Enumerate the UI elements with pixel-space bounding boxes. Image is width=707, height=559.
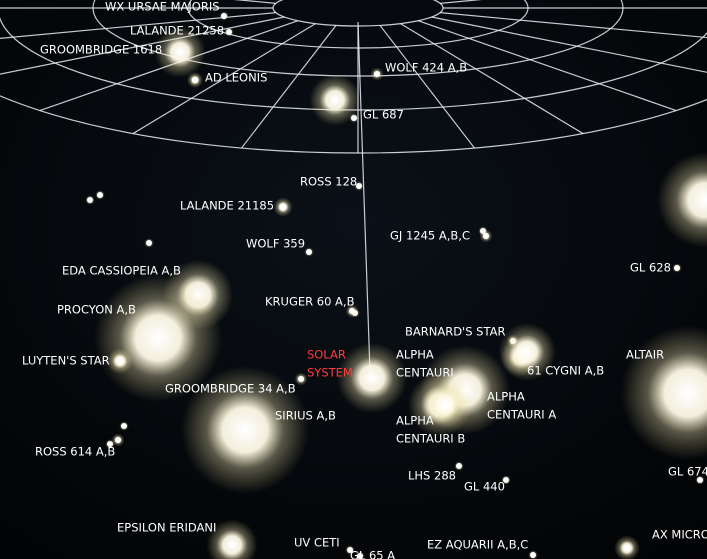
star-label: LHS 288	[408, 469, 456, 483]
star-glow	[620, 325, 707, 461]
star-label: WOLF 359	[246, 237, 305, 251]
star-label: EDA CASSIOPEIA A,B	[62, 264, 181, 278]
star	[229, 542, 235, 548]
star-label: LALANDE 21258	[130, 24, 224, 38]
star-label: LUYTEN'S STAR	[22, 354, 110, 368]
star-label: LALANDE 21185	[180, 199, 274, 213]
grid-spoke	[400, 23, 584, 135]
star	[221, 13, 227, 19]
star-label: GL 440	[464, 480, 505, 494]
star-label: SOLAR	[307, 348, 346, 362]
grid-spoke	[0, 16, 285, 75]
labels: WX URSAE MAJORIS LALANDE 21258 GROOMBRIDGE…	[22, 0, 707, 559]
star-label: UV CETI	[294, 536, 340, 550]
star-label: EPSILON ERIDANI	[117, 521, 216, 535]
star	[357, 553, 363, 559]
star	[349, 308, 355, 314]
star	[280, 204, 286, 210]
grid-spoke	[417, 20, 677, 112]
star-label: WOLF 424 A,B	[385, 61, 467, 75]
star	[530, 552, 536, 558]
star	[242, 427, 248, 433]
star-label: GL 65 A	[350, 549, 395, 559]
grid-spoke	[132, 23, 316, 135]
star	[624, 545, 630, 551]
star-label: SIRIUS A,B	[275, 409, 336, 423]
star	[155, 335, 161, 341]
star	[524, 349, 530, 355]
star-label: 61 CYGNI A,B	[527, 364, 604, 378]
star-label: GROOMBRIDGE 1618	[40, 43, 162, 57]
star-label: CENTAURI	[396, 366, 454, 380]
star-glow	[206, 519, 258, 559]
grid-spoke	[0, 12, 276, 39]
star-label: AX MICROSCO	[652, 528, 707, 542]
star	[697, 477, 703, 483]
grid-spoke	[379, 25, 475, 149]
star	[115, 437, 121, 443]
star	[351, 115, 357, 121]
star-label: GL 628	[630, 261, 671, 275]
star-label: ALTAIR	[626, 348, 664, 362]
star	[117, 358, 123, 364]
star-label: ALPHA	[396, 414, 434, 428]
grid-spoke	[241, 25, 337, 149]
star	[347, 547, 353, 553]
star	[97, 192, 103, 198]
star	[685, 390, 691, 396]
star-label: BARNARD'S STAR	[405, 325, 505, 339]
star-label: WX URSAE MAJORIS	[105, 0, 220, 14]
star	[356, 183, 362, 189]
star-label: EZ AQUARII A,B,C	[427, 538, 528, 552]
star-label: ROSS 128	[300, 175, 357, 189]
star	[374, 71, 380, 77]
star	[121, 423, 127, 429]
star	[442, 402, 448, 408]
star-label: GJ 1245 A,B,C	[390, 229, 470, 243]
star-label: GL 674	[668, 465, 707, 479]
star	[87, 197, 93, 203]
star-label: AD LEONIS	[205, 71, 267, 85]
star-label: ROSS 614 A,B	[35, 445, 115, 459]
star-label: KRUGER 60 A,B	[265, 295, 355, 309]
star-glow	[657, 152, 707, 248]
star-label: GL 687	[363, 108, 404, 122]
star	[107, 441, 113, 447]
grid-spoke	[440, 12, 707, 39]
stars	[85, 11, 707, 559]
star	[177, 49, 183, 55]
star	[192, 77, 198, 83]
star-label: PROCYON A,B	[57, 303, 136, 317]
star	[226, 29, 232, 35]
star-label: CENTAURI B	[396, 432, 465, 446]
star	[369, 375, 375, 381]
star	[702, 197, 707, 203]
star	[306, 249, 312, 255]
star-label: CENTAURI A	[487, 408, 556, 422]
star-label: SYSTEM	[307, 366, 353, 380]
star-label: ALPHA	[487, 390, 525, 404]
star	[674, 265, 680, 271]
grid-spoke	[431, 16, 707, 73]
star	[483, 233, 489, 239]
pointer-line	[357, 21, 371, 373]
star-label: ALPHA	[396, 348, 434, 362]
star	[298, 376, 304, 382]
star	[332, 97, 338, 103]
star	[503, 477, 509, 483]
star-label: GROOMBRIDGE 34 A,B	[165, 382, 296, 396]
star	[456, 463, 462, 469]
star	[146, 240, 152, 246]
